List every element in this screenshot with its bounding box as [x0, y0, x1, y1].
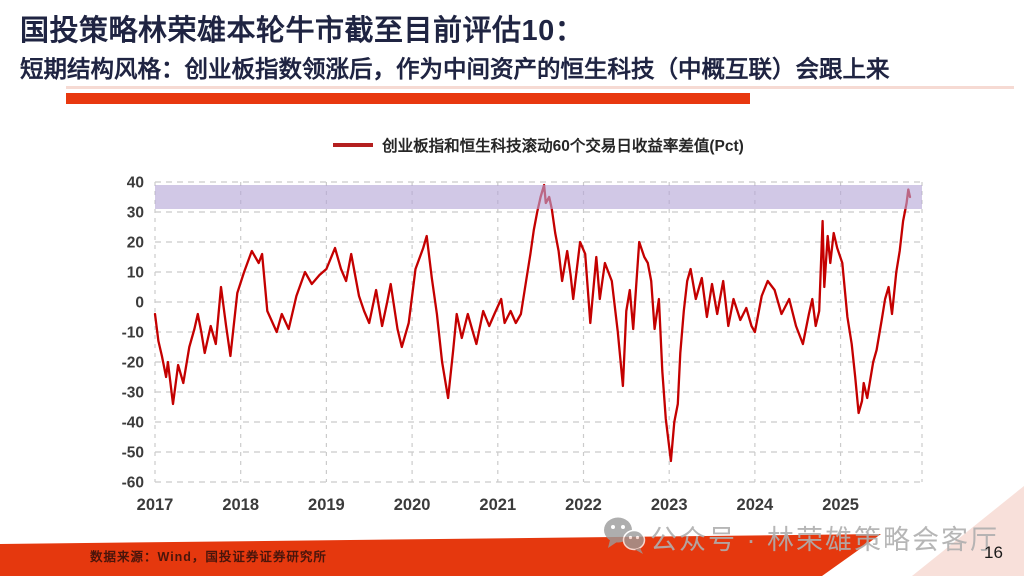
data-source-note: 数据来源：Wind，国投证券证券研究所: [90, 550, 327, 564]
x-tick-label: 2023: [651, 496, 688, 514]
x-tick-label: 2022: [565, 496, 602, 514]
x-tick-label: 2019: [308, 496, 345, 514]
watermark-text: 公众号 · 林荣雄策略会客厅: [650, 525, 999, 555]
y-tick-label: -50: [122, 445, 144, 462]
footer-red-banner: [0, 534, 881, 576]
x-tick-label: 2017: [137, 496, 174, 514]
y-tick-label: -20: [122, 355, 144, 372]
x-tick-label: 2021: [479, 496, 516, 514]
title-underline-bar: [66, 93, 750, 104]
y-tick-label: 10: [127, 265, 144, 282]
page-number: 16: [984, 543, 1003, 562]
page-title: 国投策略林荣雄本轮牛市截至目前评估10：: [20, 15, 585, 47]
y-tick-label: 20: [127, 235, 144, 252]
y-tick-label: 40: [127, 175, 144, 192]
x-tick-label: 2018: [222, 496, 259, 514]
y-tick-label: 0: [135, 295, 144, 312]
page-subtitle: 短期结构风格：创业板指数领涨后，作为中间资产的恒生科技（中概互联）会跟上来: [20, 56, 890, 82]
y-tick-label: -60: [122, 475, 144, 492]
x-tick-label: 2025: [822, 496, 859, 514]
y-tick-label: -10: [122, 325, 144, 342]
corner-pink-triangle: [912, 486, 1024, 576]
x-tick-label: 2024: [737, 496, 775, 514]
pink-accent-line: [66, 86, 1014, 89]
x-tick-label: 2020: [394, 496, 431, 514]
wechat-icon: [604, 517, 646, 554]
highlight-band: [155, 185, 922, 209]
legend-label: 创业板指和恒生科技滚动60个交易日收益率差值(Pct): [382, 138, 744, 155]
y-tick-label: 30: [127, 205, 144, 222]
legend-line-swatch: [333, 143, 374, 147]
y-tick-label: -40: [122, 415, 144, 432]
chart-legend: 创业板指和恒生科技滚动60个交易日收益率差值(Pct): [155, 133, 922, 157]
y-tick-label: -30: [122, 385, 144, 402]
series-line: [153, 183, 912, 463]
